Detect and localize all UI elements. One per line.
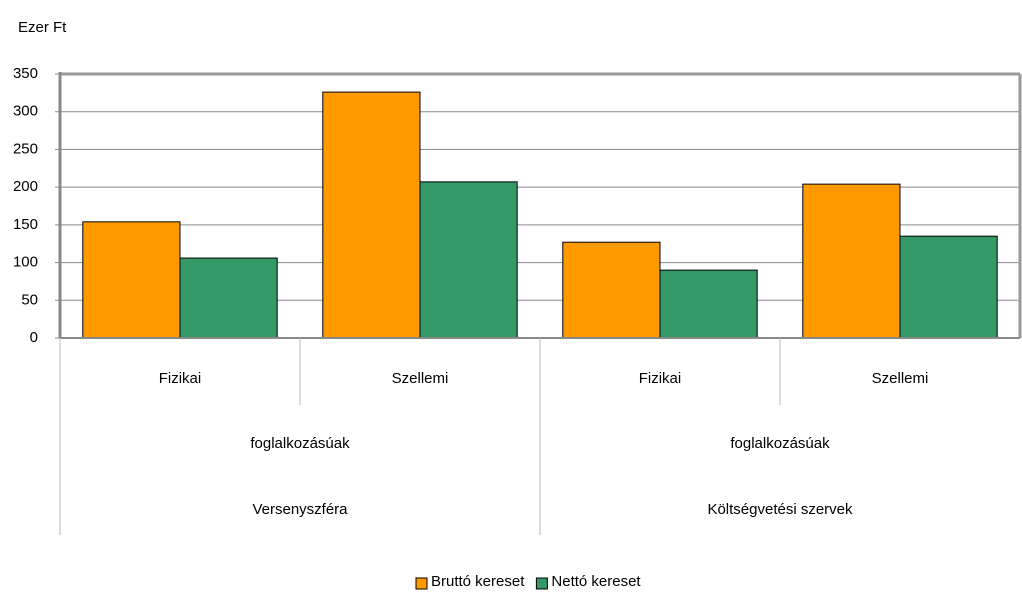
y-tick-label: 50 <box>21 291 38 308</box>
y-tick-label: 0 <box>30 329 38 346</box>
y-tick-label: 200 <box>13 178 38 195</box>
bar <box>179 257 278 339</box>
y-axis-label: Ezer Ft <box>18 19 67 36</box>
y-tick-label: 100 <box>13 254 38 271</box>
x-tick-label: Szellemi <box>392 370 449 387</box>
x-tick-label: Szellemi <box>872 370 929 387</box>
bar <box>562 241 661 339</box>
y-tick-label: 350 <box>13 65 38 82</box>
x-group-label: Költségvetési szervek <box>707 501 853 518</box>
bar <box>659 269 758 339</box>
bar <box>419 181 518 339</box>
x-subgroup-label: foglalkozásúak <box>250 435 350 452</box>
legend-swatch <box>535 577 548 590</box>
legend-swatch <box>415 577 428 590</box>
bar <box>322 91 421 339</box>
legend-label: Bruttó kereset <box>431 573 525 590</box>
y-tick-label: 250 <box>13 140 38 157</box>
x-tick-label: Fizikai <box>639 370 682 387</box>
bar <box>899 235 998 339</box>
legend-label: Nettó kereset <box>551 573 641 590</box>
x-group-label: Versenyszféra <box>252 501 348 518</box>
bar <box>802 183 901 339</box>
y-tick-label: 300 <box>13 103 38 120</box>
bar <box>82 221 181 339</box>
x-subgroup-label: foglalkozásúak <box>730 435 830 452</box>
x-tick-label: Fizikai <box>159 370 202 387</box>
y-tick-label: 150 <box>13 216 38 233</box>
